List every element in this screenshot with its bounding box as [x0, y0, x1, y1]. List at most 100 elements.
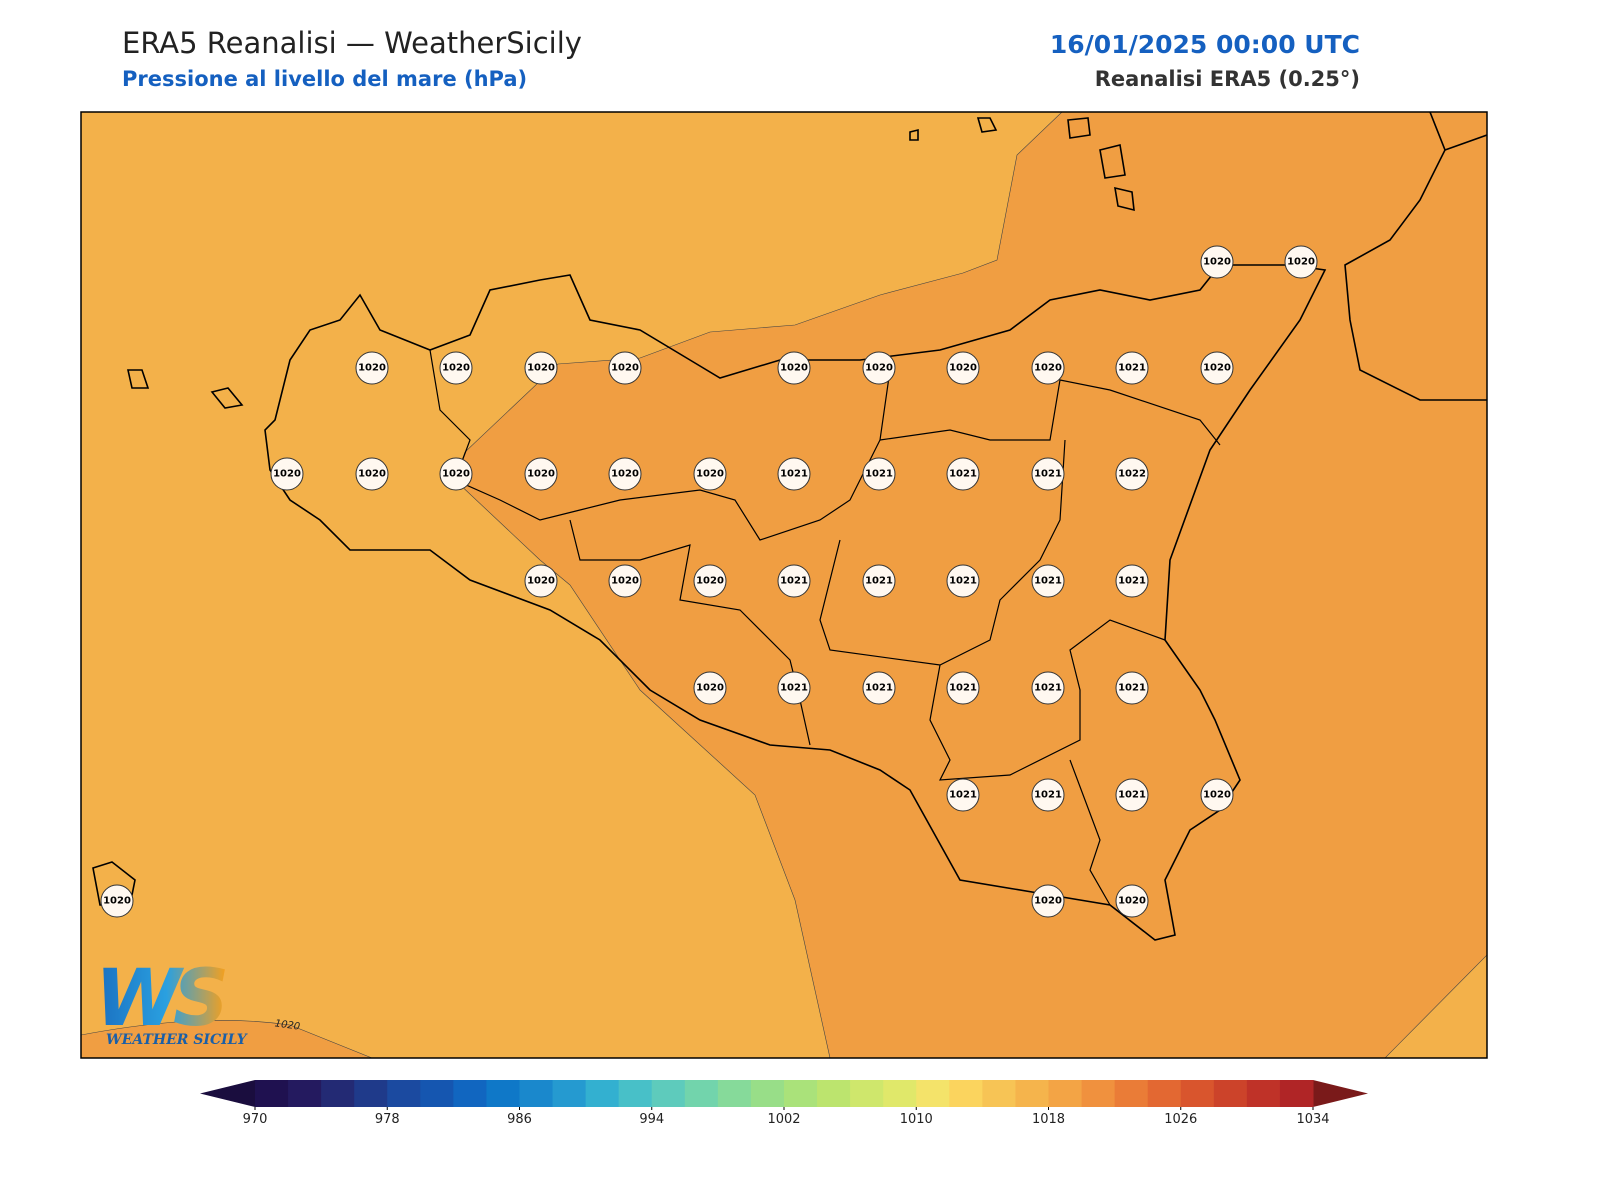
logo-text: WEATHER SICILY — [106, 1032, 249, 1048]
station-marker — [777, 457, 811, 491]
coastline — [92, 112, 1487, 941]
station: 1021 — [862, 457, 896, 491]
station: 1021 — [862, 671, 896, 705]
colorbar-swatch — [717, 1080, 752, 1107]
colorbar-tick-label: 994 — [639, 1112, 664, 1127]
station-value: 1020 — [696, 683, 724, 694]
colorbar-swatch — [684, 1080, 719, 1107]
colorbar-swatch — [618, 1080, 653, 1107]
map-frame — [80, 111, 1488, 1059]
station-marker — [777, 351, 811, 385]
colorbar-swatch — [420, 1080, 454, 1107]
station-marker — [524, 564, 558, 598]
station-marker — [1031, 671, 1065, 705]
station-value: 1020 — [865, 363, 893, 374]
station: 1020 — [1115, 884, 1149, 918]
colorbar: 970 978 986 994 1002 1010 1018 1026 1034 — [200, 1080, 1368, 1127]
station-value: 1020 — [1203, 363, 1231, 374]
station: 1020 — [1200, 245, 1234, 279]
colorbar-tick-label: 1002 — [767, 1112, 800, 1127]
station-value: 1021 — [949, 576, 977, 587]
station-marker — [862, 351, 896, 385]
colorbar-swatch — [1213, 1080, 1248, 1107]
station-value: 1020 — [527, 576, 555, 587]
station-marker — [439, 351, 473, 385]
station-value: 1021 — [780, 683, 808, 694]
station-value: 1021 — [1034, 683, 1062, 694]
station: 1021 — [946, 671, 980, 705]
colorbar-swatch — [288, 1080, 322, 1107]
station-marker — [693, 671, 727, 705]
station-marker — [1284, 245, 1318, 279]
station: 1021 — [1115, 351, 1149, 385]
station: 1020 — [862, 351, 896, 385]
station-marker — [100, 884, 134, 918]
datetime: 16/01/2025 00:00 UTC — [1050, 30, 1360, 59]
colorbar-swatch — [1048, 1080, 1083, 1107]
colorbar-swatch — [883, 1080, 917, 1107]
station-value: 1021 — [865, 683, 893, 694]
station: 1021 — [946, 564, 980, 598]
station-value: 1021 — [1034, 469, 1062, 480]
station: 1020 — [693, 564, 727, 598]
colorbar-swatch — [982, 1080, 1016, 1107]
colorbar-under — [200, 1080, 255, 1107]
station-value: 1021 — [865, 576, 893, 587]
station-marker — [693, 457, 727, 491]
colorbar-swatch — [1147, 1080, 1182, 1107]
station: 1021 — [777, 457, 811, 491]
station: 1020 — [693, 457, 727, 491]
colorbar-swatch — [1081, 1080, 1116, 1107]
station-marker — [862, 457, 896, 491]
colorbar-swatch — [354, 1080, 388, 1107]
station-marker — [1200, 778, 1234, 812]
colorbar-swatch — [255, 1080, 289, 1107]
colorbar-swatch — [1279, 1080, 1314, 1107]
logo: WS WEATHER SICILY — [95, 954, 249, 1048]
map: 1020 1020 1020 1020 1020 1020 1020 1020 1020 102… — [81, 112, 1487, 1058]
colorbar-swatch — [651, 1080, 686, 1107]
station-marker — [1115, 351, 1149, 385]
station-value: 1020 — [1118, 896, 1146, 907]
colorbar-swatch — [784, 1080, 818, 1107]
station: 1020 — [1031, 351, 1065, 385]
station: 1020 — [608, 564, 642, 598]
station-value: 1020 — [611, 363, 639, 374]
station-marker — [862, 671, 896, 705]
station-marker — [355, 457, 389, 491]
station: 1020 — [1284, 245, 1318, 279]
colorbar-over — [1313, 1080, 1368, 1107]
station: 1022 — [1115, 457, 1149, 491]
station: 1020 — [946, 351, 980, 385]
station-value: 1021 — [949, 683, 977, 694]
colorbar-swatch — [949, 1080, 983, 1107]
station-marker — [1031, 457, 1065, 491]
station: 1021 — [777, 564, 811, 598]
station-value: 1020 — [949, 363, 977, 374]
colorbar-tick-label: 986 — [507, 1112, 532, 1127]
station-value: 1020 — [527, 363, 555, 374]
station-value: 1021 — [865, 469, 893, 480]
station: 1020 — [608, 351, 642, 385]
station-value: 1020 — [527, 469, 555, 480]
station-marker — [524, 351, 558, 385]
station-value: 1020 — [442, 469, 470, 480]
station-marker — [946, 778, 980, 812]
station-value: 1022 — [1118, 469, 1146, 480]
colorbar-swatch — [850, 1080, 884, 1107]
station-marker — [1031, 884, 1065, 918]
colorbar-swatch — [1180, 1080, 1215, 1107]
colorbar-tick-label: 978 — [375, 1112, 400, 1127]
station-marker — [1115, 671, 1149, 705]
station: 1021 — [862, 564, 896, 598]
station-marker — [946, 671, 980, 705]
station-marker — [608, 457, 642, 491]
station-marker — [946, 351, 980, 385]
station: 1021 — [1115, 778, 1149, 812]
station-value: 1021 — [1034, 790, 1062, 801]
station-value: 1021 — [1118, 683, 1146, 694]
station-value: 1020 — [103, 896, 131, 907]
station-value: 1020 — [611, 576, 639, 587]
colorbar-swatch — [321, 1080, 355, 1107]
